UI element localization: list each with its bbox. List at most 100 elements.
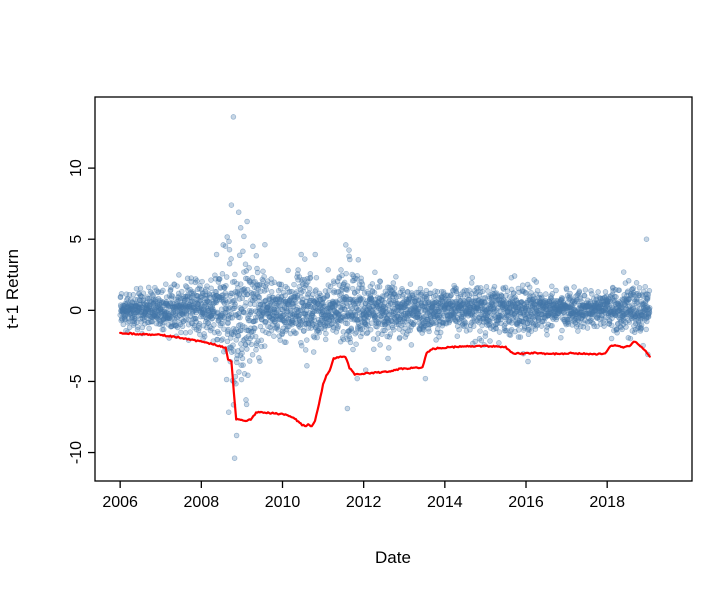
scatter-point	[130, 292, 137, 298]
scatter-point	[244, 346, 250, 352]
scatter-point	[301, 328, 307, 334]
scatter-point	[293, 330, 299, 336]
scatter-point	[302, 347, 309, 353]
scatter-point	[601, 323, 607, 329]
scatter-point	[275, 327, 281, 333]
scatter-point	[262, 318, 269, 325]
scatter-point	[253, 347, 259, 353]
scatter-point	[146, 325, 152, 332]
scatter-point	[268, 289, 275, 295]
scatter-point	[582, 287, 589, 293]
scatter-point	[646, 305, 653, 311]
scatter-point	[314, 334, 320, 341]
scatter-point	[642, 283, 648, 290]
scatter-point	[217, 276, 223, 282]
scatter-point	[238, 376, 245, 383]
x-tick-label: 2010	[265, 494, 301, 511]
scatter-point	[386, 345, 392, 351]
scatter-point	[643, 236, 650, 242]
scatter-point	[549, 322, 555, 329]
scatter-point	[271, 333, 277, 339]
scatter-point	[235, 285, 241, 291]
x-tick-label: 2006	[102, 494, 138, 511]
scatter-point	[377, 278, 384, 285]
scatter-point	[231, 348, 237, 354]
scatter-point	[261, 273, 267, 280]
scatter-point	[199, 278, 205, 285]
scatter-point	[426, 328, 432, 335]
var-line	[119, 331, 651, 428]
scatter-point	[407, 281, 414, 287]
scatter-point	[243, 397, 249, 403]
scatter-point	[213, 251, 220, 258]
scatter-point	[208, 285, 214, 292]
scatter-point	[526, 284, 533, 291]
scatter-point	[171, 282, 178, 288]
scatter-point	[584, 325, 591, 331]
scatter-point	[376, 284, 383, 290]
scatter-point	[469, 274, 476, 281]
scatter-point	[243, 401, 250, 408]
scatter-point	[242, 261, 249, 267]
scatter-point	[293, 299, 299, 306]
scatter-point	[160, 326, 167, 333]
scatter-point	[223, 292, 230, 299]
scatter-point	[312, 251, 318, 258]
scatter-point	[137, 285, 144, 292]
scatter-point	[491, 283, 498, 290]
scatter-point	[646, 309, 653, 316]
scatter-point	[511, 273, 518, 279]
scatter-point	[623, 324, 629, 330]
scatter-point	[427, 281, 433, 287]
scatter-point	[291, 281, 297, 288]
scatter-point	[232, 301, 238, 308]
scatter-point	[223, 282, 229, 289]
scatter-point	[589, 291, 595, 297]
scatter-point	[371, 289, 378, 296]
scatter-point	[563, 286, 570, 293]
scatter-point	[234, 359, 240, 366]
x-tick-label: 2012	[346, 494, 382, 511]
scatter-point	[222, 243, 229, 249]
x-axis: 2006 2008 2010 2012 2014 2016 2018	[102, 481, 625, 511]
scatter-point	[646, 288, 653, 294]
scatter-point	[298, 251, 304, 258]
scatter-point	[211, 322, 217, 328]
scatter-point	[253, 253, 260, 259]
scatter-point	[204, 283, 210, 289]
scatter-point	[241, 233, 247, 240]
scatter-point	[237, 281, 244, 287]
scatter-point	[160, 287, 166, 294]
scatter-point	[391, 327, 397, 333]
scatter-point	[627, 335, 634, 342]
scatter-point	[237, 314, 243, 321]
scatter-point	[187, 329, 193, 335]
scatter-point	[614, 330, 620, 336]
scatter-point	[249, 352, 256, 358]
scatter-point	[304, 363, 310, 369]
scatter-point	[254, 269, 261, 276]
y-tick-label: 5	[68, 235, 85, 244]
scatter-point	[239, 355, 246, 362]
scatter-point	[613, 294, 619, 300]
scatter-point	[169, 293, 176, 299]
scatter-point	[478, 337, 485, 344]
scatter-point	[241, 309, 247, 316]
scatter-point	[251, 301, 258, 308]
y-tick-label: 10	[68, 159, 85, 177]
scatter-point	[216, 330, 222, 337]
scatter-point	[519, 282, 526, 289]
scatter-point	[197, 331, 203, 338]
scatter-point	[347, 339, 354, 346]
scatter-point	[227, 335, 234, 341]
scatter-point	[372, 269, 378, 276]
scatter-point	[397, 334, 403, 341]
scatter-point	[226, 238, 232, 245]
scatter-point	[257, 358, 263, 364]
scatter-point	[538, 323, 545, 329]
risk-line-path	[119, 331, 651, 428]
scatter-point	[353, 341, 359, 347]
scatter-point	[344, 320, 351, 327]
scatter-point	[237, 225, 244, 231]
